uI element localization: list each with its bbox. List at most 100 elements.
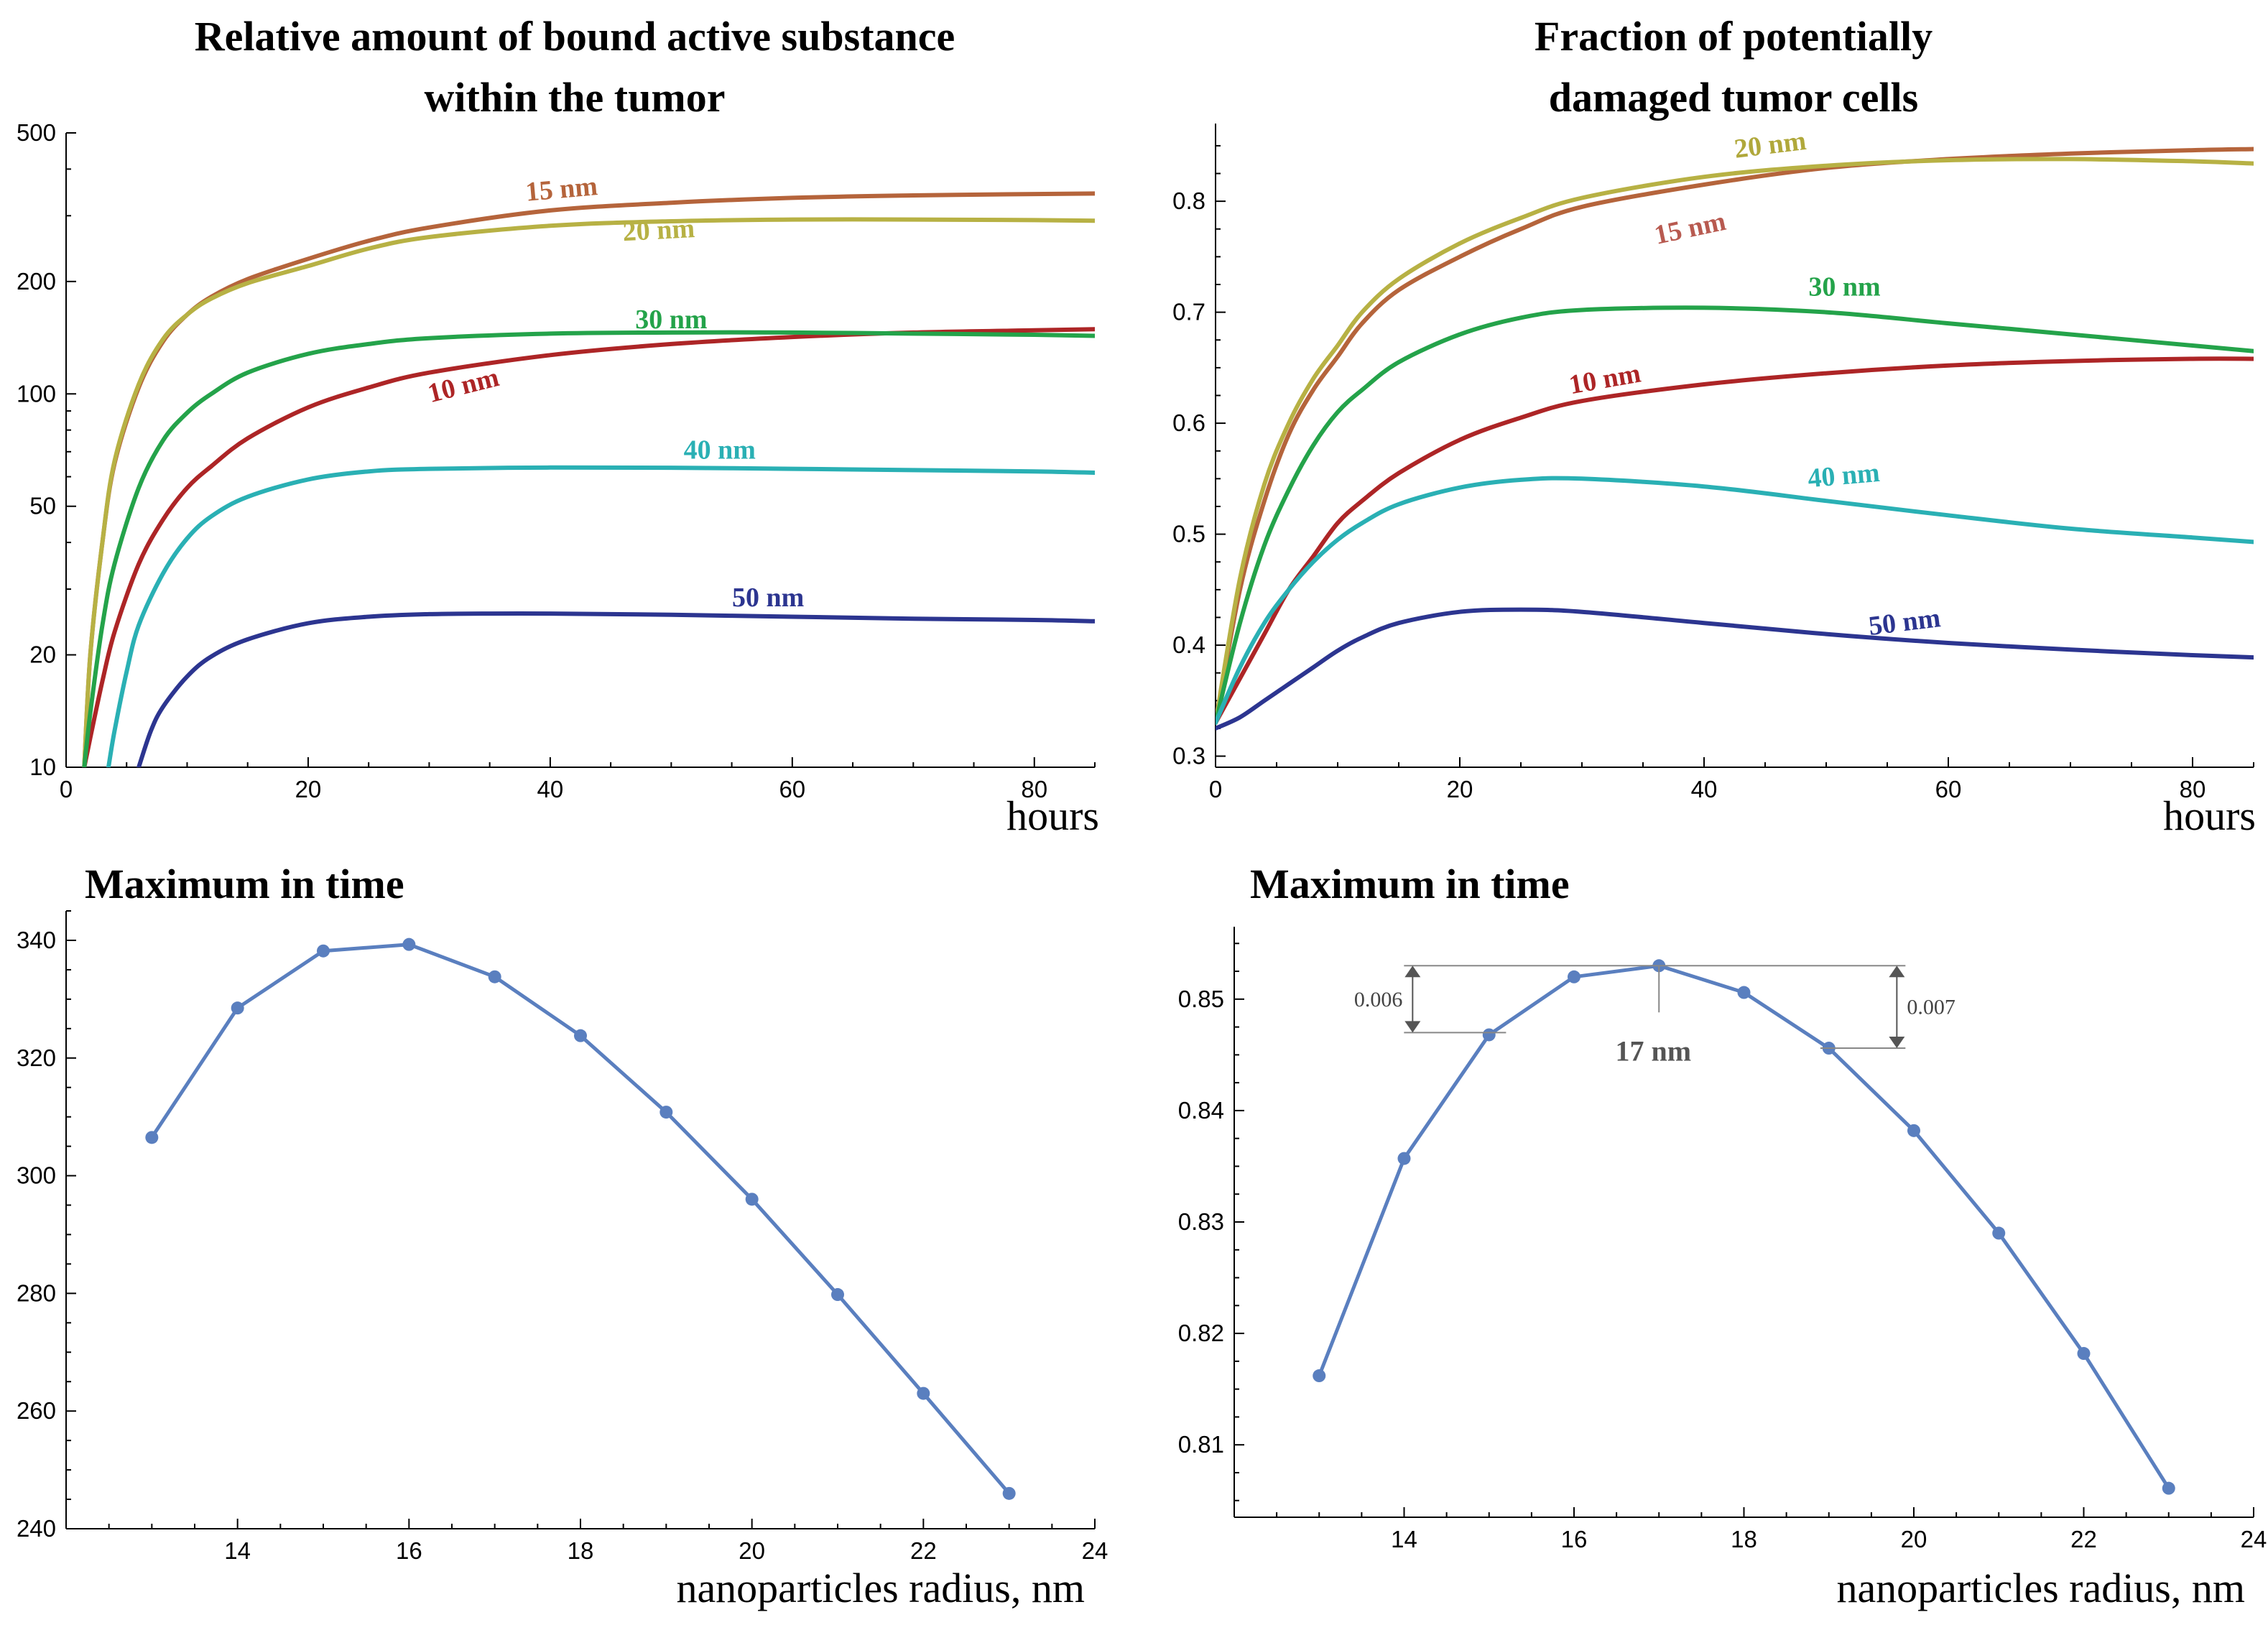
x-tick-label: 80 bbox=[1021, 776, 1047, 802]
x-tick-label: 20 bbox=[295, 776, 322, 802]
series-label-50-nm: 50 nm bbox=[1867, 603, 1943, 642]
series-line-10-nm bbox=[82, 327, 1095, 767]
peak-label: 17 nm bbox=[1615, 1034, 1691, 1067]
data-point bbox=[659, 1106, 673, 1119]
series-line-20-nm bbox=[1216, 157, 2254, 726]
y-tick-label: 320 bbox=[17, 1045, 56, 1071]
x-tick-label: 24 bbox=[2241, 1526, 2267, 1552]
data-point bbox=[917, 1386, 930, 1400]
chart-title-line-2: damaged tumor cells bbox=[1549, 74, 1918, 121]
chart-damaged-fraction: Fraction of potentially damaged tumor cel… bbox=[1172, 13, 2256, 839]
series-label-40-nm: 40 nm bbox=[684, 435, 756, 466]
data-point bbox=[317, 944, 330, 958]
y-tick-label: 0.5 bbox=[1172, 521, 1205, 547]
x-tick-label: 14 bbox=[224, 1537, 251, 1564]
y-tick-label: 0.83 bbox=[1178, 1208, 1224, 1235]
x-tick-label: 16 bbox=[1561, 1526, 1588, 1552]
x-tick-label: 14 bbox=[1391, 1526, 1417, 1552]
y-tick-label: 0.84 bbox=[1178, 1097, 1224, 1124]
data-point bbox=[1002, 1486, 1016, 1500]
y-tick-label: 0.85 bbox=[1178, 986, 1224, 1012]
series-line-40-nm bbox=[1216, 476, 2254, 726]
data-point bbox=[1568, 970, 1580, 983]
x-tick-label: 80 bbox=[2180, 776, 2206, 802]
data-point bbox=[2162, 1481, 2175, 1495]
data-point bbox=[402, 937, 416, 951]
series-line-15-nm bbox=[82, 191, 1095, 767]
data-point bbox=[1737, 986, 1751, 999]
data-point bbox=[1397, 1152, 1411, 1165]
y-tick-label: 260 bbox=[17, 1397, 56, 1424]
right-diff-arrow-head-bottom bbox=[1889, 1037, 1905, 1049]
data-point bbox=[145, 1131, 159, 1144]
chart-max-fraction: Maximum in time 14 16 18 20 22 24 0.81 0.82 0.83 0… bbox=[1178, 861, 2267, 1611]
data-point bbox=[2077, 1347, 2091, 1361]
y-tick-label: 280 bbox=[17, 1279, 56, 1306]
y-tick-label: 0.8 bbox=[1172, 188, 1205, 214]
y-tick-label: 500 bbox=[17, 119, 56, 146]
y-tick-label: 50 bbox=[29, 493, 56, 519]
chart-max-bound: Maximum in time 14 16 18 20 22 24 240 260 280 300 3… bbox=[17, 861, 1108, 1611]
y-tick-label: 0.4 bbox=[1172, 631, 1205, 658]
y-tick-label: 100 bbox=[17, 380, 56, 407]
data-point bbox=[488, 970, 501, 983]
y-tick-label: 240 bbox=[17, 1515, 56, 1542]
data-point bbox=[1313, 1369, 1326, 1383]
series-line-10-nm bbox=[1216, 356, 2254, 726]
x-tick-label: 16 bbox=[396, 1537, 422, 1564]
x-tick-label: 40 bbox=[1691, 776, 1718, 802]
data-point bbox=[1907, 1124, 1920, 1137]
x-axis-label: hours bbox=[1006, 792, 1099, 839]
x-tick-label: 60 bbox=[1935, 776, 1962, 802]
data-point bbox=[1992, 1226, 2006, 1240]
chart-title-line-2: within the tumor bbox=[425, 74, 726, 121]
series-group bbox=[1216, 147, 2254, 731]
series-line-50-nm bbox=[136, 611, 1095, 767]
x-tick-label: 40 bbox=[537, 776, 564, 802]
series-label-20-nm: 20 nm bbox=[1733, 126, 1808, 165]
x-tick-label: 22 bbox=[2070, 1526, 2097, 1552]
series-label-20-nm: 20 nm bbox=[622, 213, 695, 247]
data-point bbox=[745, 1193, 759, 1206]
series-label-15-nm: 15 nm bbox=[524, 171, 599, 208]
series-label-50-nm: 50 nm bbox=[732, 583, 804, 613]
y-tick-label: 340 bbox=[17, 927, 56, 953]
series-group bbox=[82, 191, 1095, 767]
series-line-15-nm bbox=[1216, 147, 2254, 726]
chart-title-line-1: Fraction of potentially bbox=[1535, 13, 1933, 60]
x-tick-label: 20 bbox=[739, 1537, 765, 1564]
series-line-40-nm bbox=[106, 465, 1095, 767]
x-tick-label: 24 bbox=[1082, 1537, 1108, 1564]
y-tick-label: 20 bbox=[29, 642, 56, 668]
x-tick-label: 18 bbox=[568, 1537, 594, 1564]
max-series-line bbox=[1317, 963, 2170, 1490]
y-tick-label: 0.7 bbox=[1172, 299, 1205, 325]
x-tick-label: 18 bbox=[1731, 1526, 1757, 1552]
x-tick-label: 0 bbox=[60, 776, 73, 802]
y-tick-label: 0.81 bbox=[1178, 1431, 1224, 1458]
series-line-50-nm bbox=[1216, 607, 2254, 731]
series-label-15-nm: 15 nm bbox=[1652, 206, 1728, 251]
data-point bbox=[831, 1288, 844, 1302]
y-tick-label: 0.82 bbox=[1178, 1320, 1224, 1346]
series-label-40-nm: 40 nm bbox=[1807, 458, 1881, 494]
series-line-30-nm bbox=[1216, 305, 2254, 726]
y-tick-label: 200 bbox=[17, 268, 56, 295]
y-tick-label: 300 bbox=[17, 1162, 56, 1189]
left-diff-arrow-head-bottom bbox=[1404, 1021, 1421, 1033]
chart-title-line-1: Relative amount of bound active substanc… bbox=[195, 13, 955, 60]
data-point bbox=[574, 1029, 587, 1042]
x-tick-label: 22 bbox=[910, 1537, 937, 1564]
y-tick-label: 0.6 bbox=[1172, 409, 1205, 436]
data-point bbox=[1482, 1028, 1496, 1042]
series-label-30-nm: 30 nm bbox=[1808, 272, 1880, 302]
series-line-30-nm bbox=[82, 330, 1095, 767]
left-diff-label: 0.006 bbox=[1354, 988, 1403, 1011]
x-axis-label: hours bbox=[2163, 792, 2256, 839]
series-line-20-nm bbox=[82, 217, 1095, 767]
left-diff-arrow-head-top bbox=[1404, 966, 1421, 978]
x-tick-label: 0 bbox=[1209, 776, 1222, 802]
data-point bbox=[231, 1001, 244, 1015]
y-tick-label: 0.3 bbox=[1172, 743, 1205, 769]
